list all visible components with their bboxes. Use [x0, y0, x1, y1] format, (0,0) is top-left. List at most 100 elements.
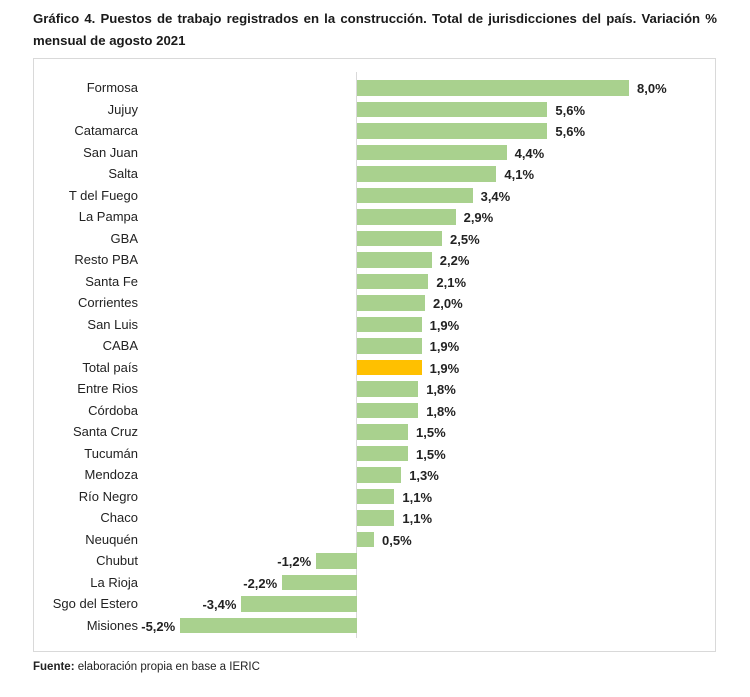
bar-row: CABA 1,9%: [0, 335, 750, 357]
value-label: 1,1%: [402, 511, 433, 526]
category-label: San Luis: [87, 316, 138, 332]
bar: [357, 531, 374, 547]
bar: [180, 617, 357, 633]
value-label: 2,5%: [450, 231, 480, 247]
value-label: -1,2%: [277, 554, 312, 569]
bar: [357, 424, 408, 440]
value-label: 1,8%: [426, 382, 456, 397]
category-label: Sgo del Estero: [52, 596, 138, 611]
value-label: 3,4%: [480, 188, 511, 204]
value-label: 4,1%: [504, 167, 535, 182]
chart-title: Gráfico 4. Puestos de trabajo registrado…: [33, 11, 717, 48]
category-label: Chaco: [100, 510, 138, 525]
bar: [357, 510, 395, 526]
value-label: 5,6%: [555, 124, 586, 139]
bar: [357, 187, 473, 203]
value-label: 1,5%: [416, 425, 446, 440]
category-label: La Rioja: [90, 574, 138, 590]
bar-row: San Luis 1,9%: [0, 314, 750, 336]
bar-row: La Pampa 2,9%: [0, 206, 750, 228]
bar-row: Neuquén 0,5%: [0, 529, 750, 551]
bar-row: Resto PBA 2,2%: [0, 249, 750, 271]
value-label: 1,3%: [409, 468, 439, 483]
value-label: 0,5%: [382, 532, 412, 548]
category-label: Entre Rios: [77, 381, 138, 396]
category-label: Santa Cruz: [72, 424, 138, 439]
value-label: -5,2%: [141, 618, 176, 634]
bar: [357, 144, 507, 160]
bar: [357, 295, 425, 311]
bar-row: Jujuy 5,6%: [0, 99, 750, 121]
source-label: Fuente:: [33, 661, 75, 673]
category-label: Mendoza: [84, 467, 138, 482]
category-label: Tucumán: [84, 445, 138, 461]
category-label: Córdoba: [88, 402, 138, 418]
bar-row: Formosa 8,0%: [0, 77, 750, 99]
bar: [357, 467, 402, 483]
bar: [357, 252, 432, 268]
bar-row: T del Fuego 3,4%: [0, 185, 750, 207]
bar-row: Sgo del Estero -3,4%: [0, 593, 750, 615]
bar-row: Salta 4,1%: [0, 163, 750, 185]
source-text: elaboración propia en base a IERIC: [74, 661, 260, 673]
bar-row: Chubut -1,2%: [0, 550, 750, 572]
bar: [357, 166, 497, 182]
bar: [357, 273, 429, 289]
zero-axis-line: [356, 72, 357, 638]
value-label: 4,4%: [514, 145, 545, 161]
source-note: Fuente: elaboración propia en base a IER…: [33, 661, 260, 673]
bar: [241, 596, 357, 612]
bar-row: Total país 1,9%: [0, 357, 750, 379]
bar-row: Chaco 1,1%: [0, 507, 750, 529]
category-label: Catamarca: [74, 123, 138, 138]
category-label: Río Negro: [78, 488, 138, 504]
category-label: Resto PBA: [74, 252, 138, 267]
bar: [357, 338, 422, 354]
bar-row: Tucumán 1,5%: [0, 443, 750, 465]
value-label: 5,6%: [555, 102, 586, 118]
bar: [357, 209, 456, 225]
category-label: Misiones: [86, 617, 138, 633]
value-label: 2,1%: [436, 274, 467, 290]
bar: [357, 316, 422, 332]
category-label: Jujuy: [107, 101, 138, 117]
value-label: 1,8%: [426, 403, 456, 419]
value-label: 2,0%: [433, 296, 463, 311]
value-label: 1,1%: [402, 489, 433, 505]
bar-row: Catamarca 5,6%: [0, 120, 750, 142]
bar-row: Mendoza 1,3%: [0, 464, 750, 486]
bar-row: Santa Cruz 1,5%: [0, 421, 750, 443]
category-label: GBA: [110, 230, 138, 246]
category-label: La Pampa: [78, 209, 138, 224]
bar: [316, 553, 357, 569]
value-label: 1,9%: [429, 360, 460, 376]
bar-row: Santa Fe 2,1%: [0, 271, 750, 293]
bar-row: Misiones -5,2%: [0, 615, 750, 637]
bar: [357, 101, 548, 117]
category-label: Salta: [108, 166, 138, 181]
bar-row: Corrientes 2,0%: [0, 292, 750, 314]
bar-row: GBA 2,5%: [0, 228, 750, 250]
chart-frame: [33, 58, 716, 652]
highlight-bar: [357, 359, 422, 375]
bar: [357, 230, 442, 246]
category-label: Total país: [82, 359, 138, 375]
value-label: -2,2%: [243, 575, 278, 591]
value-label: 1,5%: [416, 446, 446, 462]
bar: [357, 402, 419, 418]
bar: [357, 381, 419, 397]
bar-row: Córdoba 1,8%: [0, 400, 750, 422]
bar: [357, 123, 548, 139]
category-label: Formosa: [86, 80, 138, 95]
bar: [357, 488, 395, 504]
category-label: Neuquén: [85, 531, 138, 547]
value-label: 8,0%: [637, 81, 667, 96]
bar: [357, 445, 408, 461]
bar-row: La Rioja -2,2%: [0, 572, 750, 594]
bar-row: San Juan 4,4%: [0, 142, 750, 164]
bar-row: Río Negro 1,1%: [0, 486, 750, 508]
category-label: Santa Fe: [85, 273, 138, 289]
value-label: 1,9%: [429, 317, 460, 333]
category-label: T del Fuego: [68, 187, 138, 203]
category-label: Chubut: [96, 553, 138, 568]
